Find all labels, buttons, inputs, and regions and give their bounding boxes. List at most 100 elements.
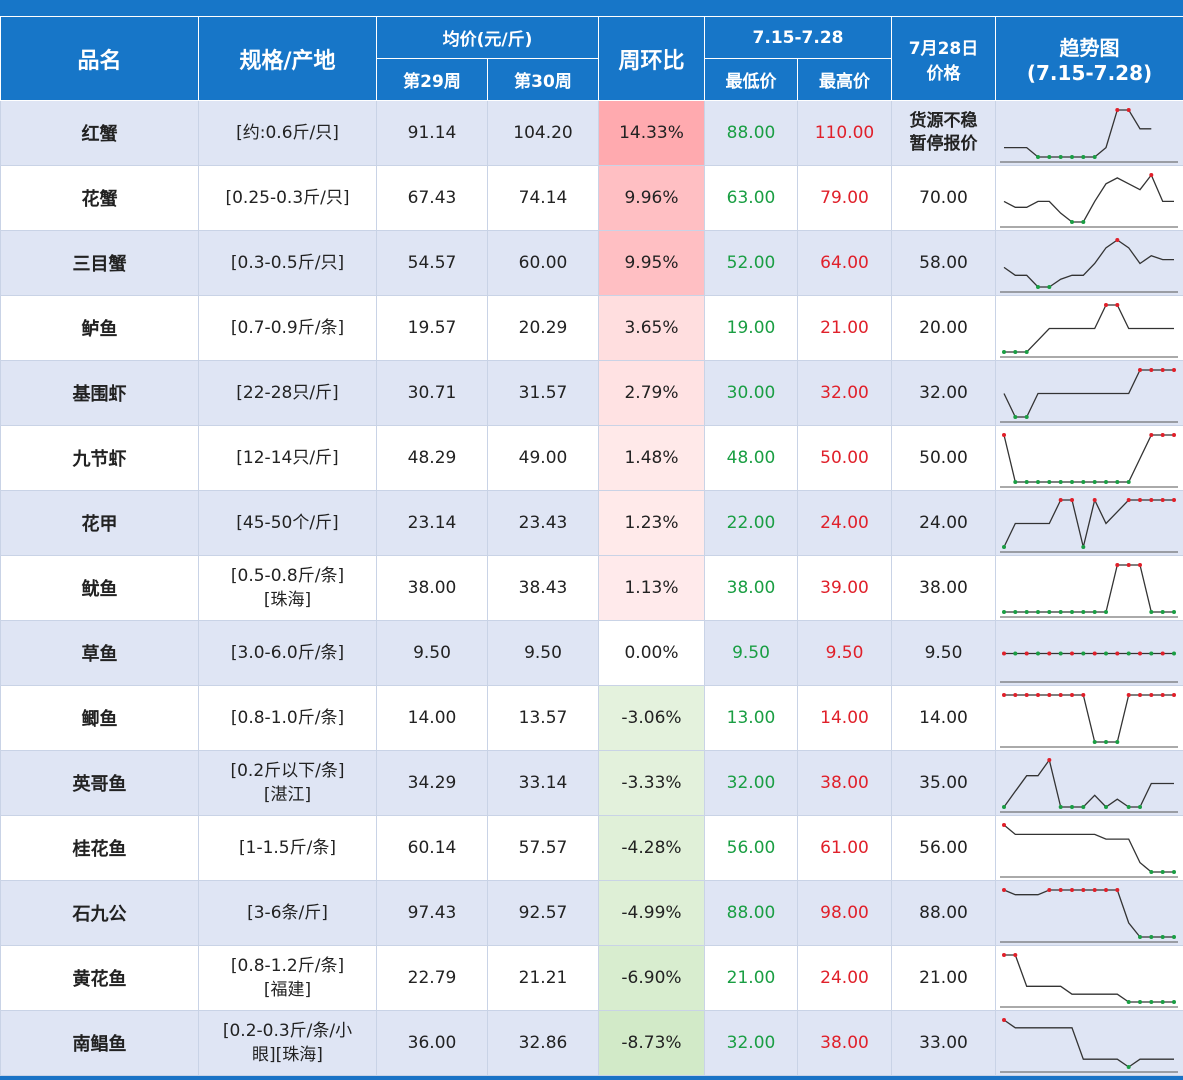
- trend-max-point: [1047, 692, 1052, 697]
- trend-max-point: [1172, 497, 1177, 502]
- trend-max-point: [1092, 887, 1097, 892]
- cell-price: 32.00: [891, 360, 997, 426]
- trend-sparkline: [1000, 432, 1179, 487]
- cell-wow: -4.99%: [598, 880, 705, 946]
- trend-min-point: [1036, 479, 1041, 484]
- cell-name: 红蟹: [0, 100, 199, 166]
- cell-name: 桂花鱼: [0, 815, 199, 881]
- cell-min: 48.00: [704, 425, 798, 491]
- cell-spec: [约:0.6斤/只]: [198, 100, 377, 166]
- cell-spec-line2: [福建]: [263, 980, 312, 1000]
- trend-sparkline: [1000, 172, 1179, 227]
- trend-min-point: [1058, 804, 1063, 809]
- cell-spec: [0.8-1.2斤/条] [福建]: [198, 945, 377, 1011]
- cell-name: 草鱼: [0, 620, 199, 686]
- trend-max-point: [1070, 692, 1075, 697]
- trend-min-point: [1092, 609, 1097, 614]
- trend-max-point: [1002, 952, 1007, 957]
- trend-max-point: [1002, 432, 1007, 437]
- cell-week30: 92.57: [487, 880, 599, 946]
- trend-min-point: [1092, 651, 1097, 655]
- trend-sparkline: [1000, 952, 1179, 1007]
- trend-min-point: [1160, 609, 1165, 614]
- cell-week29: 97.43: [376, 880, 488, 946]
- trend-min-point: [1126, 1064, 1131, 1069]
- cell-week29: 30.71: [376, 360, 488, 426]
- table-row: 基围虾 [22-28只/斤] 30.71 31.57 2.79% 30.00 32.00 32…: [0, 360, 1183, 426]
- cell-wow: 3.65%: [598, 295, 705, 361]
- trend-max-point: [1058, 497, 1063, 502]
- cell-week30: 21.21: [487, 945, 599, 1011]
- trend-min-point: [1047, 609, 1052, 614]
- cell-spec-line1: [3-6条/斤]: [247, 903, 328, 923]
- cell-max: 9.50: [796, 620, 893, 686]
- trend-sparkline: [1000, 497, 1179, 552]
- trend-sparkline: [1000, 237, 1179, 292]
- table-row: 鲈鱼 [0.7-0.9斤/条] 19.57 20.29 3.65% 19.00 21.00 2…: [0, 295, 1183, 361]
- cell-spec-line1: [约:0.6斤/只]: [236, 123, 339, 143]
- trend-max-point: [1047, 757, 1052, 762]
- trend-min-point: [1172, 999, 1177, 1004]
- header-spec: 规格/产地: [198, 16, 377, 101]
- trend-max-point: [1070, 497, 1075, 502]
- cell-trend: [995, 815, 1183, 881]
- cell-week29: 91.14: [376, 100, 488, 166]
- trend-line: [1003, 824, 1175, 873]
- table-row: 桂花鱼 [1-1.5斤/条] 60.14 57.57 -4.28% 56.00 61.00 5…: [0, 815, 1183, 881]
- cell-spec: [0.25-0.3斤/只]: [198, 165, 377, 231]
- table-row: 九节虾 [12-14只/斤] 48.29 49.00 1.48% 48.00 50.00 50…: [0, 425, 1183, 491]
- trend-min-point: [1024, 414, 1029, 419]
- cell-week30: 13.57: [487, 685, 599, 751]
- trend-line: [1004, 953, 1175, 1003]
- cell-name: 花甲: [0, 490, 199, 556]
- trend-max-point: [1058, 692, 1063, 697]
- trend-line: [1004, 563, 1175, 613]
- cell-name: 黄花鱼: [0, 945, 199, 1011]
- cell-trend: [995, 1010, 1183, 1076]
- cell-wow: 1.48%: [598, 425, 705, 491]
- trend-max-point: [1149, 367, 1154, 372]
- trend-min-point: [1070, 609, 1075, 614]
- trend-min-point: [1138, 934, 1143, 939]
- cell-wow: -4.28%: [598, 815, 705, 881]
- trend-max-point: [1138, 367, 1143, 372]
- cell-price: 33.00: [891, 1010, 997, 1076]
- trend-max-point: [1126, 692, 1131, 697]
- trend-min-point: [1081, 609, 1086, 614]
- cell-trend: [995, 945, 1183, 1011]
- trend-max-point: [1002, 692, 1007, 697]
- cell-name: 鲫鱼: [0, 685, 199, 751]
- trend-min-point: [1081, 219, 1086, 224]
- cell-week29: 36.00: [376, 1010, 488, 1076]
- header-price-728-line1: 7月28日: [908, 38, 979, 59]
- cell-trend: [995, 750, 1183, 816]
- trend-max-point: [1081, 887, 1086, 892]
- trend-max-point: [1104, 302, 1109, 307]
- cell-max: 14.00: [796, 685, 893, 751]
- trend-min-point: [1126, 651, 1131, 655]
- cell-name: 鱿鱼: [0, 555, 199, 621]
- trend-line: [1003, 173, 1175, 223]
- trend-min-point: [1160, 934, 1165, 939]
- header-trend-line1: 趋势图: [1059, 36, 1120, 60]
- trend-min-point: [1160, 999, 1165, 1004]
- trend-max-point: [1070, 887, 1075, 892]
- trend-min-point: [1081, 651, 1086, 655]
- trend-max-point: [1138, 692, 1143, 697]
- trend-max-point: [1024, 692, 1029, 697]
- cell-week29: 19.57: [376, 295, 488, 361]
- cell-price: 9.50: [891, 620, 997, 686]
- cell-price: 58.00: [891, 230, 997, 296]
- table-row: 鱿鱼 [0.5-0.8斤/条] [珠海] 38.00 38.43 1.13% 38.00 39…: [0, 555, 1183, 621]
- cell-name: 鲈鱼: [0, 295, 199, 361]
- trend-max-point: [1002, 887, 1007, 892]
- cell-min: 88.00: [704, 100, 798, 166]
- cell-min: 32.00: [704, 750, 798, 816]
- trend-max-point: [1138, 497, 1143, 502]
- trend-max-point: [1160, 692, 1165, 697]
- trend-max-point: [1149, 692, 1154, 697]
- cell-price: 56.00: [891, 815, 997, 881]
- trend-min-point: [1104, 804, 1109, 809]
- trend-max-point: [1115, 887, 1120, 892]
- trend-min-point: [1058, 479, 1063, 484]
